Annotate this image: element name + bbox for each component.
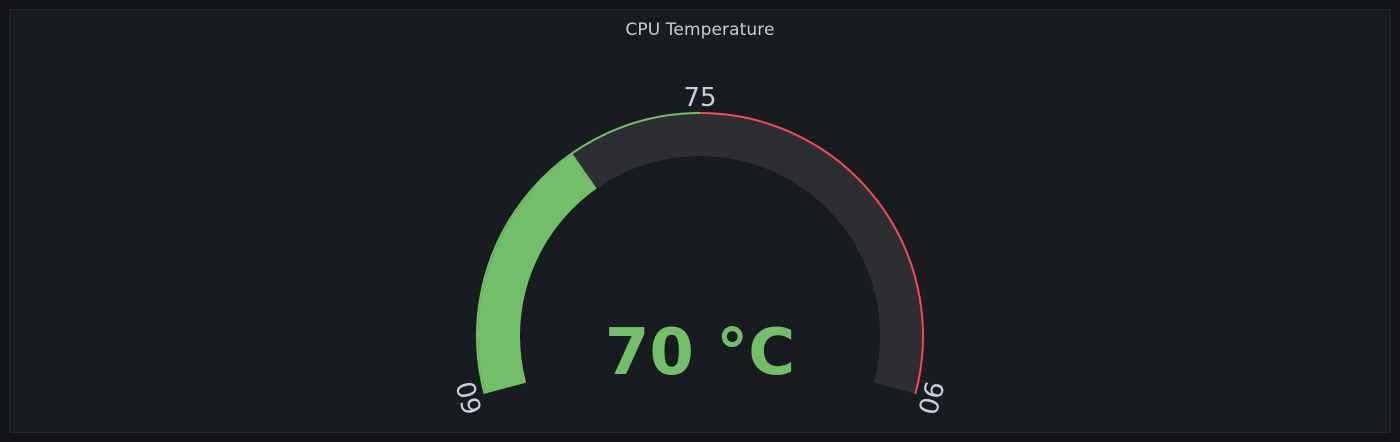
panel-title[interactable]: CPU Temperature <box>625 20 775 40</box>
gauge-panel: CPU Temperature <box>9 9 1391 433</box>
tick-label-threshold: 75 <box>683 83 716 113</box>
gauge-value-bar <box>478 154 598 394</box>
gauge-value: 70 °C <box>605 316 795 390</box>
